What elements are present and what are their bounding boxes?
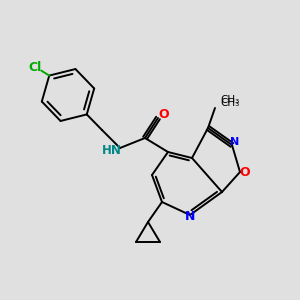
Text: O: O — [159, 109, 169, 122]
Text: HN: HN — [102, 143, 122, 157]
Text: Cl: Cl — [28, 61, 42, 74]
Text: N: N — [230, 137, 240, 147]
Text: CH₃: CH₃ — [220, 95, 239, 105]
Text: CH₃: CH₃ — [220, 98, 239, 108]
Text: O: O — [240, 166, 250, 178]
Text: N: N — [185, 211, 195, 224]
